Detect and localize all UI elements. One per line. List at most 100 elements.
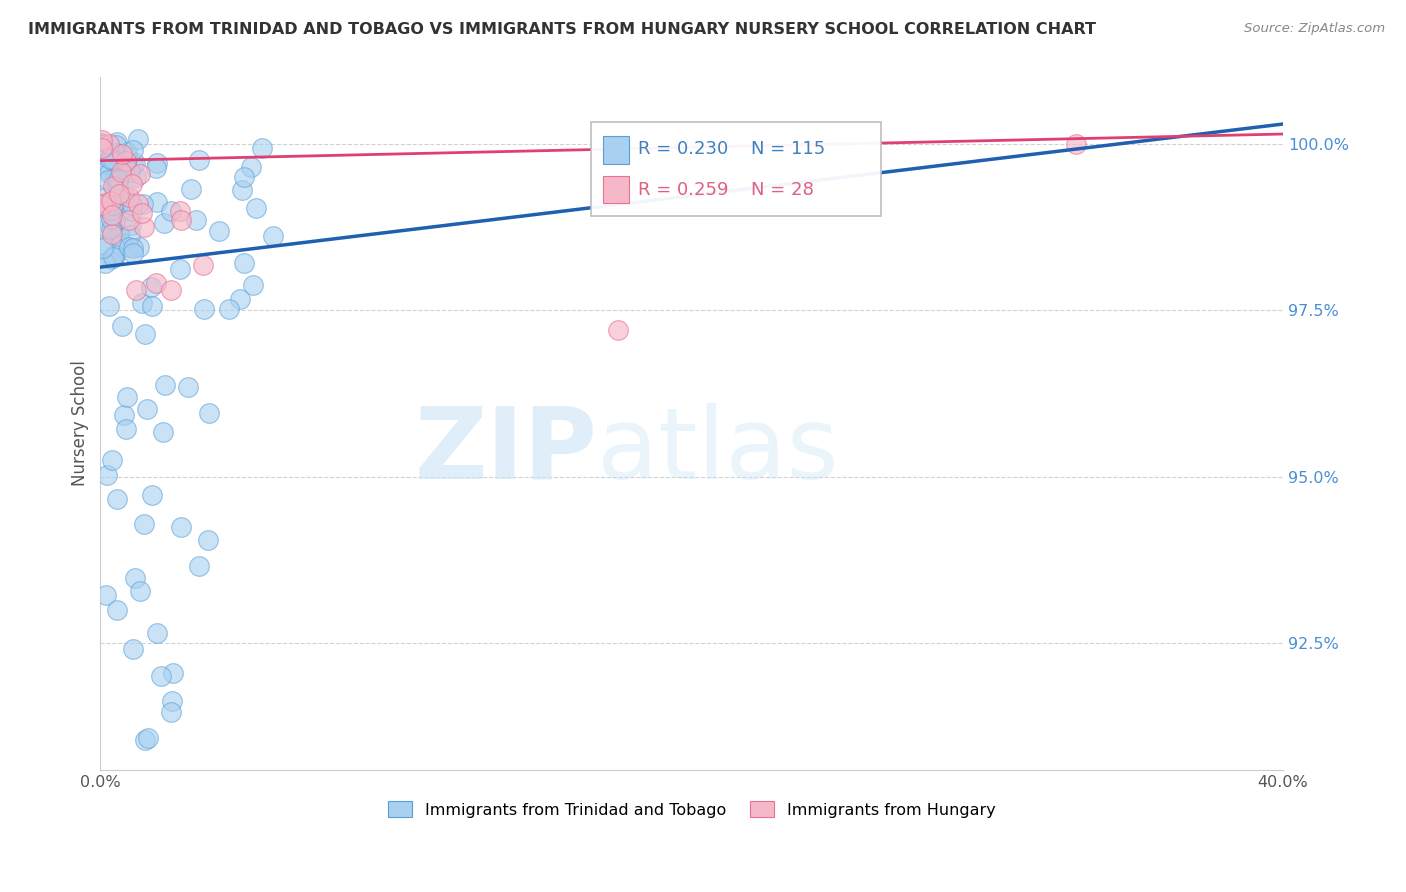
Point <box>153 377 176 392</box>
Point <box>121 178 143 192</box>
Point <box>193 301 215 316</box>
Point <box>96 467 118 482</box>
Point <box>162 694 184 708</box>
Point <box>90 141 112 155</box>
Point <box>111 146 134 161</box>
Point <box>101 152 124 166</box>
Point <box>141 280 163 294</box>
Point <box>122 158 145 172</box>
Point <box>91 198 114 212</box>
Point <box>191 258 214 272</box>
Point <box>114 153 136 168</box>
Point <box>112 408 135 422</box>
Point <box>145 276 167 290</box>
Point <box>105 138 128 153</box>
Point <box>115 390 138 404</box>
Point <box>118 212 141 227</box>
Point <box>128 584 150 599</box>
Point <box>188 153 211 168</box>
Point <box>170 520 193 534</box>
Point <box>117 240 139 254</box>
Point <box>97 173 120 187</box>
Point <box>131 206 153 220</box>
Point <box>107 180 129 194</box>
Point <box>606 323 628 337</box>
Point <box>128 240 150 254</box>
Point <box>127 131 149 145</box>
Point <box>127 196 149 211</box>
Point <box>94 239 117 253</box>
Point <box>233 169 256 184</box>
Point <box>91 133 114 147</box>
Point <box>250 140 273 154</box>
Y-axis label: Nursery School: Nursery School <box>72 360 89 486</box>
Point <box>117 150 139 164</box>
Point <box>100 218 122 232</box>
Point <box>146 195 169 210</box>
Text: Source: ZipAtlas.com: Source: ZipAtlas.com <box>1244 22 1385 36</box>
Point <box>115 145 138 159</box>
Point <box>104 146 127 161</box>
Point <box>121 203 143 218</box>
Point <box>134 516 156 531</box>
Point <box>145 161 167 175</box>
Point <box>114 422 136 436</box>
Point <box>112 188 135 202</box>
Point <box>218 301 240 316</box>
Point <box>97 137 120 152</box>
Point <box>177 380 200 394</box>
Point <box>105 492 128 507</box>
Point <box>105 602 128 616</box>
Point <box>152 425 174 439</box>
Point <box>100 222 122 236</box>
Point <box>118 227 141 242</box>
Point <box>160 705 183 719</box>
Point <box>97 149 120 163</box>
Point <box>208 224 231 238</box>
Point <box>100 211 122 226</box>
Point <box>229 293 252 307</box>
Point <box>100 194 122 208</box>
Point <box>160 283 183 297</box>
Point <box>90 219 112 233</box>
Point <box>100 202 122 217</box>
Point <box>111 235 134 250</box>
Point <box>101 153 124 167</box>
Point <box>91 241 114 255</box>
Point <box>94 195 117 210</box>
Point <box>103 250 125 264</box>
Point <box>120 218 142 232</box>
Point <box>98 299 121 313</box>
Point <box>104 248 127 262</box>
Point <box>105 135 128 149</box>
Point <box>124 156 146 170</box>
Point <box>118 190 141 204</box>
Point <box>103 250 125 264</box>
Point <box>108 186 131 201</box>
Text: R = 0.259: R = 0.259 <box>638 180 728 199</box>
Text: ZIP: ZIP <box>415 402 598 500</box>
Point <box>245 201 267 215</box>
Point <box>110 238 132 252</box>
Point <box>231 183 253 197</box>
Point <box>90 198 112 212</box>
Point <box>103 213 125 227</box>
Point <box>180 182 202 196</box>
Text: N = 28: N = 28 <box>751 180 814 199</box>
Point <box>186 212 208 227</box>
Point <box>101 178 124 193</box>
Point <box>101 227 124 241</box>
Point <box>138 731 160 745</box>
Point <box>91 136 114 150</box>
Point <box>96 200 118 214</box>
Point <box>101 208 124 222</box>
Point <box>104 181 127 195</box>
Point <box>125 283 148 297</box>
Text: atlas: atlas <box>598 402 838 500</box>
Point <box>134 326 156 341</box>
Point <box>94 256 117 270</box>
FancyBboxPatch shape <box>591 122 882 216</box>
Text: R = 0.230: R = 0.230 <box>638 140 728 158</box>
Point <box>160 204 183 219</box>
Point <box>122 642 145 657</box>
